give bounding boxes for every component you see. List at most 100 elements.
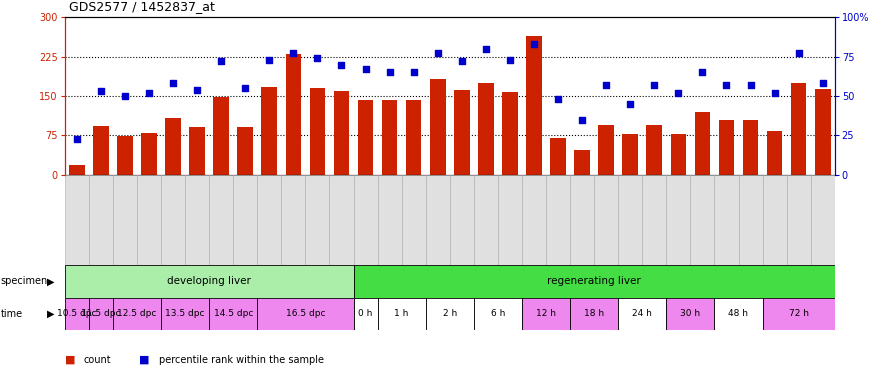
Bar bbox=[791, 83, 807, 175]
Bar bbox=[65, 175, 89, 265]
Bar bbox=[690, 175, 715, 265]
Point bbox=[407, 70, 421, 76]
Bar bbox=[450, 175, 474, 265]
Bar bbox=[329, 175, 354, 265]
Text: ■: ■ bbox=[65, 355, 75, 365]
Bar bbox=[262, 86, 277, 175]
Bar bbox=[237, 127, 253, 175]
Bar bbox=[426, 298, 474, 330]
Bar bbox=[358, 100, 374, 175]
Text: 6 h: 6 h bbox=[491, 310, 505, 318]
Bar bbox=[647, 125, 662, 175]
Text: 14.5 dpc: 14.5 dpc bbox=[214, 310, 253, 318]
Bar bbox=[526, 36, 542, 175]
Bar bbox=[522, 298, 570, 330]
Bar bbox=[382, 100, 397, 175]
Point bbox=[599, 82, 613, 88]
Point bbox=[479, 46, 493, 52]
Bar bbox=[402, 175, 426, 265]
Point bbox=[696, 70, 710, 76]
Bar bbox=[766, 131, 782, 175]
Text: 1 h: 1 h bbox=[395, 310, 409, 318]
Bar bbox=[743, 120, 759, 175]
Point bbox=[382, 70, 396, 76]
Point bbox=[527, 41, 541, 47]
Bar bbox=[257, 175, 282, 265]
Bar bbox=[815, 89, 830, 175]
Bar bbox=[474, 298, 522, 330]
Text: 2 h: 2 h bbox=[443, 310, 457, 318]
Bar bbox=[502, 92, 518, 175]
Point bbox=[94, 88, 108, 94]
Point bbox=[767, 90, 781, 96]
Text: ■: ■ bbox=[139, 355, 150, 365]
Bar bbox=[598, 125, 614, 175]
Bar bbox=[715, 175, 738, 265]
Bar bbox=[117, 136, 133, 175]
Point bbox=[142, 90, 156, 96]
Bar bbox=[93, 126, 108, 175]
Text: 72 h: 72 h bbox=[788, 310, 808, 318]
Text: 16.5 dpc: 16.5 dpc bbox=[285, 310, 326, 318]
Text: developing liver: developing liver bbox=[167, 276, 251, 286]
Bar bbox=[426, 175, 450, 265]
Bar bbox=[618, 175, 642, 265]
Text: count: count bbox=[84, 355, 112, 365]
Bar bbox=[594, 175, 618, 265]
Bar bbox=[522, 175, 546, 265]
Point bbox=[238, 85, 252, 91]
Bar bbox=[378, 175, 402, 265]
Bar bbox=[282, 175, 305, 265]
Bar bbox=[667, 175, 690, 265]
Text: 24 h: 24 h bbox=[633, 310, 652, 318]
Point bbox=[455, 58, 469, 65]
Point bbox=[648, 82, 662, 88]
Bar bbox=[546, 175, 570, 265]
Bar bbox=[136, 175, 161, 265]
Point bbox=[719, 82, 733, 88]
Text: ▶: ▶ bbox=[47, 276, 54, 286]
Bar bbox=[378, 298, 426, 330]
Bar bbox=[65, 265, 354, 298]
Bar bbox=[454, 90, 470, 175]
Bar bbox=[89, 298, 113, 330]
Bar bbox=[305, 175, 329, 265]
Point bbox=[118, 93, 132, 99]
Point bbox=[430, 50, 444, 56]
Bar bbox=[763, 298, 835, 330]
Bar bbox=[763, 175, 787, 265]
Text: time: time bbox=[1, 309, 23, 319]
Bar bbox=[618, 298, 667, 330]
Bar bbox=[715, 298, 763, 330]
Point bbox=[551, 96, 565, 102]
Bar bbox=[354, 265, 835, 298]
Bar bbox=[285, 54, 301, 175]
Bar bbox=[570, 175, 594, 265]
Bar bbox=[498, 175, 522, 265]
Bar bbox=[474, 175, 498, 265]
Text: 12.5 dpc: 12.5 dpc bbox=[117, 310, 157, 318]
Text: 48 h: 48 h bbox=[729, 310, 748, 318]
Bar bbox=[209, 175, 233, 265]
Bar bbox=[787, 175, 811, 265]
Bar bbox=[257, 298, 354, 330]
Bar bbox=[354, 175, 378, 265]
Point bbox=[575, 117, 589, 123]
Bar bbox=[550, 138, 566, 175]
Point bbox=[262, 57, 276, 63]
Bar bbox=[406, 100, 422, 175]
Text: 11.5 dpc: 11.5 dpc bbox=[81, 310, 121, 318]
Bar bbox=[718, 120, 734, 175]
Bar bbox=[89, 175, 113, 265]
Point bbox=[671, 90, 685, 96]
Point bbox=[190, 87, 204, 93]
Bar bbox=[642, 175, 667, 265]
Text: 18 h: 18 h bbox=[584, 310, 604, 318]
Bar bbox=[333, 91, 349, 175]
Text: 12 h: 12 h bbox=[536, 310, 556, 318]
Bar bbox=[233, 175, 257, 265]
Bar bbox=[113, 298, 161, 330]
Text: percentile rank within the sample: percentile rank within the sample bbox=[159, 355, 325, 365]
Point bbox=[334, 61, 348, 68]
Bar bbox=[161, 298, 209, 330]
